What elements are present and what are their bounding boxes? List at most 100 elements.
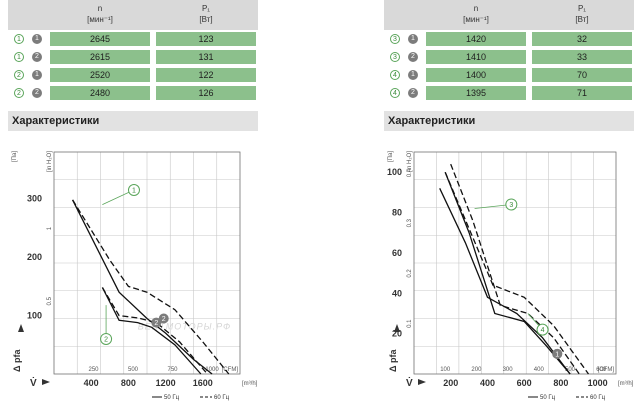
x2-unit-label: [CFM] — [222, 367, 239, 373]
n-value: 1395 — [426, 86, 526, 100]
x2-tick-label: 300 — [503, 367, 514, 373]
curve-label-text: 1 — [132, 187, 136, 194]
legend-dashed-label: 60 Гц — [214, 395, 230, 401]
x2-tick-label: 250 — [88, 367, 99, 373]
speed-marker — [151, 317, 162, 328]
x-tick-label: 1000 — [588, 378, 608, 388]
y-tick-label: 60 — [392, 248, 402, 258]
table-row: 4 2 1395 71 — [384, 85, 634, 102]
p-value: 126 — [156, 86, 256, 100]
x2-tick-label: 100 — [440, 367, 451, 373]
y2-tick-label: 0.4 — [407, 168, 413, 177]
p-value: 32 — [532, 32, 632, 46]
section-title: Характеристики — [384, 111, 634, 131]
p-value: 122 — [156, 68, 256, 82]
curve-badge: 4 — [390, 70, 400, 80]
x-tick-label: 200 — [443, 378, 458, 388]
curve-badge: 3 — [390, 34, 400, 44]
speed-badge: 2 — [32, 52, 42, 62]
x2-tick-label: 500 — [128, 367, 139, 373]
table-row: 2 2 2480 126 — [8, 85, 258, 102]
curve-badge: 4 — [390, 88, 400, 98]
x2-tick-label: 1000 — [205, 367, 219, 373]
right-panel: n [мин⁻¹] P₁ [Вт] 3 1 1420 32 3 2 1410 33 … — [384, 0, 634, 401]
y2-tick-label: 1 — [47, 226, 53, 230]
n-value: 1400 — [426, 68, 526, 82]
right-table-header: n [мин⁻¹] P₁ [Вт] — [384, 0, 634, 30]
curve-label-text: 2 — [104, 336, 108, 343]
table-row: 4 1 1400 70 — [384, 67, 634, 84]
n-value: 2480 — [50, 86, 150, 100]
curve-badge: 1 — [14, 52, 24, 62]
n-value: 2615 — [50, 50, 150, 64]
y-tick-label: 20 — [392, 329, 402, 339]
x2-tick-label: 500 — [565, 367, 576, 373]
curve-label-text: 3 — [509, 202, 513, 209]
p-value: 123 — [156, 32, 256, 46]
y-tick-label: 100 — [387, 167, 402, 177]
x2-tick-label: 600 — [596, 367, 607, 373]
x-tick-label: 1600 — [193, 378, 213, 388]
x-axis-arrow — [418, 379, 426, 385]
x2-tick-label: 400 — [534, 367, 545, 373]
series-line-4-solid — [444, 171, 571, 375]
speed-badge: 1 — [32, 70, 42, 80]
y-unit-label: [Па] — [12, 151, 18, 162]
series-line-3-solid — [439, 188, 571, 375]
n-value: 1410 — [426, 50, 526, 64]
speed-badge: 2 — [408, 88, 418, 98]
y-axis-label: Δ pfa — [388, 349, 398, 372]
legend-solid-label: 50 Гц — [540, 395, 556, 401]
y2-tick-label: 0.5 — [47, 296, 53, 305]
x2-unit-label: [CFM] — [598, 367, 615, 373]
x-unit-label: [m³/h] — [242, 381, 258, 387]
table-row: 3 2 1410 33 — [384, 49, 634, 66]
p-value: 33 — [532, 50, 632, 64]
speed-badge: 2 — [32, 88, 42, 98]
curve-badge: 3 — [390, 52, 400, 62]
watermark: ВЕНТМОТОРЫ.РФ — [138, 322, 231, 332]
series-line-2-dashed — [101, 287, 208, 375]
plot-frame — [53, 151, 241, 375]
section-title: Характеристики — [8, 111, 258, 131]
left-table-header: n [мин⁻¹] P₁ [Вт] — [8, 0, 258, 30]
series-line-1-solid — [72, 199, 213, 375]
y-tick-label: 40 — [392, 288, 402, 298]
x2-tick-label: 750 — [167, 367, 178, 373]
plot-frame — [413, 151, 617, 375]
table-row: 1 1 2645 123 — [8, 31, 258, 48]
n-value: 2520 — [50, 68, 150, 82]
curve-label-badge — [127, 183, 140, 196]
left-panel: n [мин⁻¹] P₁ [Вт] 1 1 2645 123 1 2 2615 13… — [8, 0, 258, 401]
x-tick-label: 800 — [553, 378, 568, 388]
y-tick-label: 200 — [27, 252, 42, 262]
speed-badge: 2 — [408, 52, 418, 62]
table-row: 3 1 1420 32 — [384, 31, 634, 48]
y2-unit-label: [in H₂O] — [47, 151, 53, 172]
right-performance-chart: 20 40 60 80 100 0.1 0.2 0.3 0.4 [Па] [in H₂O] Δ pfa… — [387, 151, 634, 401]
x2-tick-label: 200 — [471, 367, 482, 373]
x-tick-label: 1200 — [156, 378, 176, 388]
x-axis-arrow — [42, 379, 50, 385]
series-line-1-dashed — [72, 199, 230, 375]
x-axis-label: V̇ — [406, 377, 413, 389]
series-line-4-dashed — [450, 163, 580, 375]
speed-marker-text: 2 — [154, 320, 158, 327]
x-unit-label: [m³/h] — [618, 381, 634, 387]
x-tick-label: 600 — [517, 378, 532, 388]
y-tick-label: 80 — [392, 208, 402, 218]
y-axis-arrow — [394, 324, 400, 332]
curve-label-badge — [100, 332, 113, 345]
curve-badge: 1 — [14, 34, 24, 44]
table-row: 2 1 2520 122 — [8, 67, 258, 84]
speed-badge: 1 — [32, 34, 42, 44]
left-performance-chart: 100 200 300 0.5 1 [Па] [in H₂O] Δ pfa 250 500 750 1… — [12, 151, 258, 401]
callout-leader — [474, 204, 512, 209]
p-value: 131 — [156, 50, 256, 64]
y-axis-arrow — [18, 324, 24, 332]
curve-label-text: 4 — [541, 327, 545, 334]
y2-tick-label: 0.2 — [407, 269, 413, 278]
y-axis-label: Δ pfa — [12, 349, 22, 372]
x-axis-label: V̇ — [30, 377, 37, 389]
curve-label-badge — [536, 323, 549, 336]
